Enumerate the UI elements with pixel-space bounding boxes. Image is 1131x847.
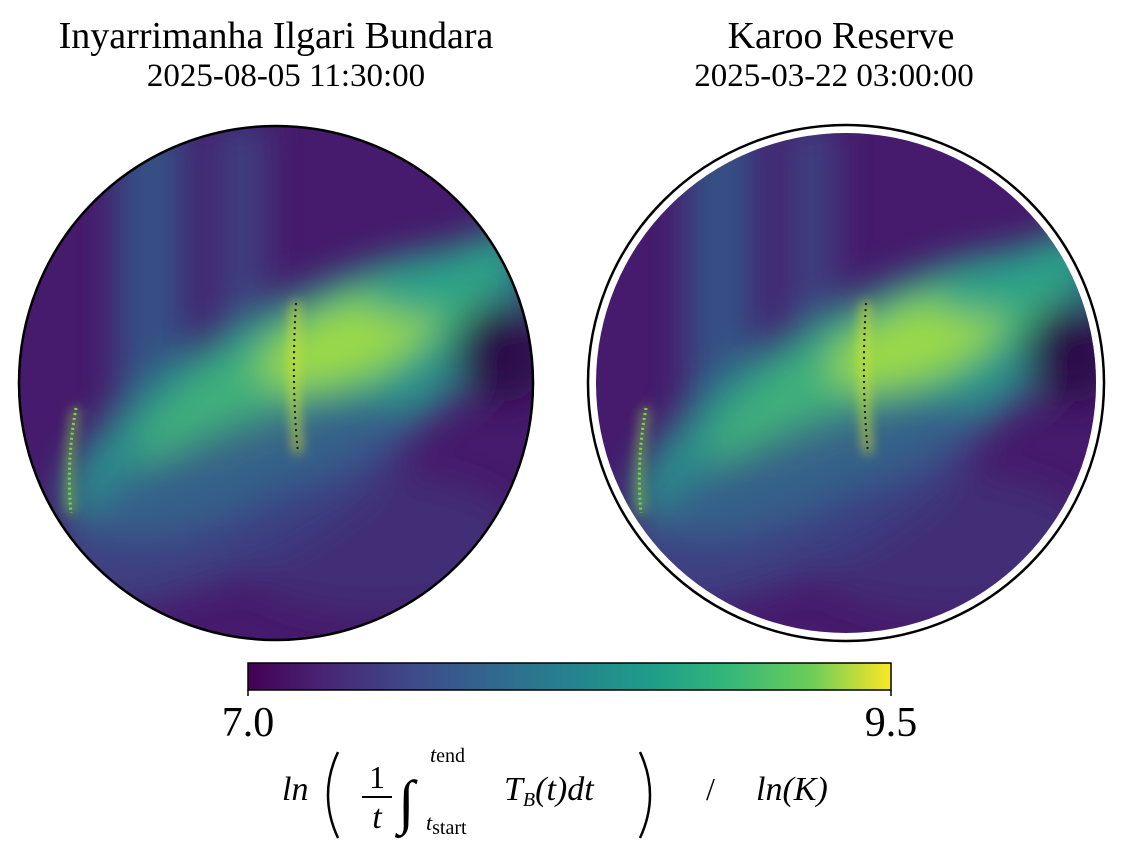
panel-title: Karoo Reserve <box>728 15 955 57</box>
panel-title: Inyarrimanha Ilgari Bundara <box>59 15 494 57</box>
label-upper: tend <box>430 742 465 767</box>
panel-timestamp: 2025-08-05 11:30:00 <box>147 58 425 94</box>
label-unit: ln(K) <box>756 771 828 808</box>
label-num: 1 <box>369 759 385 795</box>
colorbar-tick-label: 9.5 <box>865 700 918 746</box>
panel-right <box>586 123 1106 643</box>
label-integrand: TB(t)dt <box>504 771 595 811</box>
label-fn: ln <box>282 771 308 808</box>
colorbar-label: ln 1 t ∫ tend tstart TB(t)dt / ln(K) <box>282 742 828 839</box>
colorbar <box>247 662 892 691</box>
panel-left <box>17 124 535 642</box>
label-integral: ∫ <box>395 769 418 839</box>
label-lower: tstart <box>426 810 467 839</box>
colorbar-tick-label: 7.0 <box>222 700 275 746</box>
label-den: t <box>372 799 383 836</box>
panel-timestamp: 2025-03-22 03:00:00 <box>694 58 974 94</box>
label-sep: / <box>706 771 715 807</box>
